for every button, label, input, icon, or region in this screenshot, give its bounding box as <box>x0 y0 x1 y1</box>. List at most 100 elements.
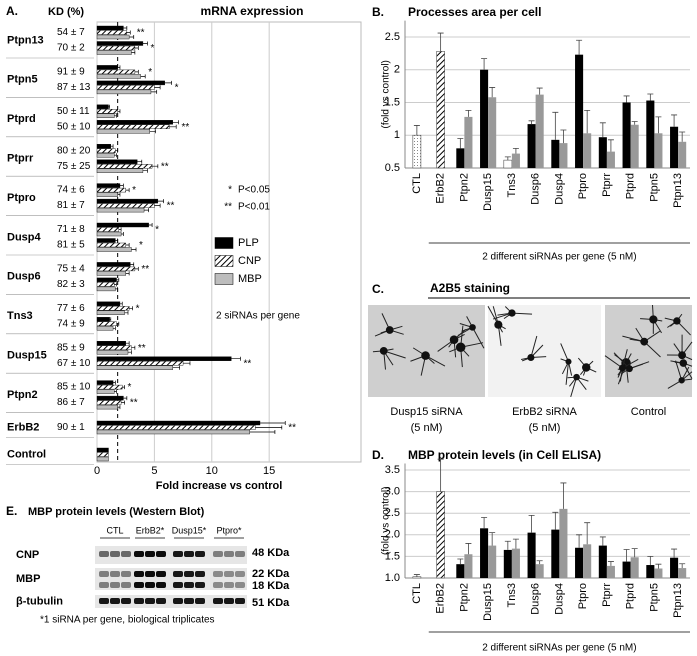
cell-body <box>618 364 627 372</box>
error-bar <box>576 39 583 55</box>
error-bar <box>130 262 135 267</box>
blot-band <box>235 551 245 557</box>
x-tick-label: Tns3 <box>506 583 518 607</box>
bar <box>96 85 155 90</box>
error-bar <box>129 35 135 39</box>
x-tick-label: Ptprd <box>625 173 637 199</box>
bar <box>96 69 136 75</box>
blot-band <box>213 598 223 604</box>
error-bar <box>125 341 130 346</box>
blot-band <box>134 571 144 577</box>
gene-label: Ptpn5 <box>7 74 38 86</box>
bar <box>96 429 250 435</box>
cell-body <box>379 347 388 355</box>
note: 2 siRNAs per gene <box>216 311 300 322</box>
blot-band <box>195 582 205 588</box>
significance-label: * <box>128 382 132 393</box>
error-bar <box>481 58 488 70</box>
blot-band <box>224 571 234 577</box>
y-axis-title: (fold vs control) <box>381 60 392 128</box>
significance-label: ** <box>161 161 169 172</box>
cell-process <box>560 343 569 362</box>
kd-label: 74 ± 9 <box>57 318 85 329</box>
bar <box>96 447 109 453</box>
bar <box>503 159 513 169</box>
y-tick-label: 2.5 <box>385 507 400 519</box>
error-bar <box>113 326 116 331</box>
bar <box>670 126 679 168</box>
error-bar <box>117 405 121 410</box>
error-bar <box>172 120 179 125</box>
error-bar <box>140 74 146 79</box>
bar <box>96 74 141 79</box>
blot-band <box>121 571 131 577</box>
blot-band <box>235 598 245 604</box>
bar <box>96 25 124 31</box>
kd-label: 90 ± 1 <box>57 422 85 433</box>
blot-band <box>156 551 166 557</box>
bar <box>583 133 592 168</box>
x-tick-label: Dusp4 <box>553 173 565 205</box>
kd-label: 50 ± 10 <box>57 121 91 132</box>
error-bar <box>109 317 112 322</box>
blot-band <box>173 551 183 557</box>
significance-label: ** <box>181 122 189 133</box>
y-tick-label: 0.5 <box>385 162 400 174</box>
error-bar <box>647 555 654 566</box>
bar <box>678 568 687 578</box>
error-bar <box>504 540 511 550</box>
bar <box>96 301 121 306</box>
bar <box>670 557 679 578</box>
panel-label: E. <box>6 504 17 518</box>
bar <box>96 80 165 86</box>
bar <box>488 545 497 578</box>
gene-label: Ptprr <box>7 153 34 165</box>
bar <box>575 547 584 578</box>
blot-band <box>145 598 155 604</box>
bar <box>96 420 261 426</box>
bar <box>96 356 232 361</box>
cell-body <box>673 317 681 325</box>
x-tick-label: Ptpn2 <box>458 173 470 202</box>
bar <box>464 116 473 168</box>
gene-label: Ptpn13 <box>7 34 44 46</box>
bar <box>96 389 115 394</box>
error-bar <box>127 350 132 355</box>
significance-label: * <box>155 225 159 236</box>
bar <box>96 310 125 315</box>
error-bar <box>134 69 139 74</box>
gene-label: Dusp15 <box>7 350 47 362</box>
bar <box>436 51 445 169</box>
bar <box>96 271 126 276</box>
legend-swatch <box>214 273 234 285</box>
error-bar <box>599 536 606 546</box>
cell-process <box>570 376 578 398</box>
kd-label: 71 ± 8 <box>57 224 85 235</box>
bar <box>96 262 131 267</box>
error-bar <box>671 114 678 127</box>
chart-title: MBP protein levels (in Cell ELISA) <box>408 448 601 462</box>
significance-label: ** <box>138 343 146 354</box>
bar <box>480 69 489 168</box>
error-bar <box>536 560 543 565</box>
significance-text: P<0.01 <box>238 202 270 213</box>
bar <box>488 97 497 168</box>
error-bar <box>122 385 125 390</box>
bar <box>96 89 152 95</box>
significance-text: P<0.05 <box>238 185 270 196</box>
error-bar <box>116 321 120 326</box>
error-bar <box>114 282 117 287</box>
bar <box>96 129 150 134</box>
error-bar <box>584 522 591 545</box>
bar <box>96 321 117 326</box>
x-tick-label: Ptpn13 <box>672 583 684 618</box>
bar <box>96 198 159 204</box>
bar <box>678 141 687 168</box>
bar <box>96 187 126 193</box>
bar <box>96 341 126 346</box>
error-bar <box>121 232 124 236</box>
blot-band <box>213 571 223 577</box>
blot-row-label: MBP <box>16 573 40 585</box>
error-bar <box>119 183 124 188</box>
